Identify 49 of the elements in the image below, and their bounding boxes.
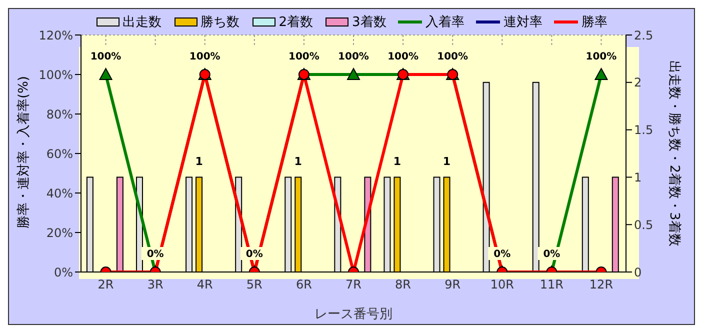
x-tick-label: 3R: [147, 278, 164, 292]
x-tick-label: 7R: [346, 278, 362, 292]
data-label: 0%: [146, 249, 164, 260]
data-label: 100%: [90, 52, 122, 62]
x-tick-label: 2R: [98, 278, 114, 292]
data-label: 1: [195, 155, 203, 168]
data-label: 1: [294, 155, 302, 168]
data-label: 0%: [543, 249, 560, 260]
y-axis-title: 勝率・連対率・入着率(%): [16, 76, 32, 228]
x-axis-title: レース番号別: [314, 307, 392, 322]
data-label: 0%: [494, 249, 511, 260]
legend-label: 出走数: [122, 14, 162, 31]
y2-tick-label: 2.5: [634, 28, 654, 42]
x-tick-label: 9R: [444, 278, 461, 292]
legend-label: 連対率: [503, 14, 542, 31]
x-tick-label: 5R: [246, 278, 262, 292]
y-tick-label: 40%: [46, 186, 73, 200]
x-tick-label: 4R: [196, 278, 213, 292]
y2-axis-title: 出走数・勝ち数・2着数・3着数: [666, 60, 682, 246]
data-label: 100%: [189, 52, 220, 62]
data-label: 100%: [388, 52, 418, 62]
legend-label: 2着数: [278, 14, 313, 31]
data-label: 100%: [338, 52, 369, 62]
y2-tick-label: 0: [634, 265, 642, 280]
x-tick-label: 12R: [589, 278, 614, 292]
legend-label: 3着数: [352, 14, 386, 31]
y2-tick-label: 2: [634, 76, 642, 90]
x-tick-label: 8R: [395, 278, 412, 292]
x-tick-label: 6R: [296, 278, 312, 292]
data-label: 100%: [437, 52, 468, 62]
data-label: 0%: [246, 249, 263, 260]
y-tick-label: 80%: [46, 107, 73, 122]
legend-label: 入着率: [425, 14, 464, 31]
x-tick-label: 11R: [540, 278, 564, 292]
y2-tick-label: 1: [634, 170, 642, 184]
data-label: 100%: [288, 52, 320, 62]
legend-label: 勝ち数: [200, 14, 240, 31]
x-tick-label: 10R: [490, 278, 514, 292]
y2-tick-label: 0.5: [634, 218, 654, 232]
y-tick-label: 120%: [38, 28, 73, 42]
legend-label: 勝率: [581, 14, 608, 31]
y-tick-label: 60%: [46, 146, 73, 161]
y-tick-label: 100%: [38, 68, 73, 82]
data-label: 100%: [586, 52, 617, 62]
y2-tick-label: 1.5: [634, 123, 654, 138]
y-tick-label: 20%: [46, 226, 73, 240]
data-label: 1: [393, 155, 402, 168]
data-label: 1: [442, 155, 451, 168]
y-tick-label: 0%: [54, 265, 73, 280]
